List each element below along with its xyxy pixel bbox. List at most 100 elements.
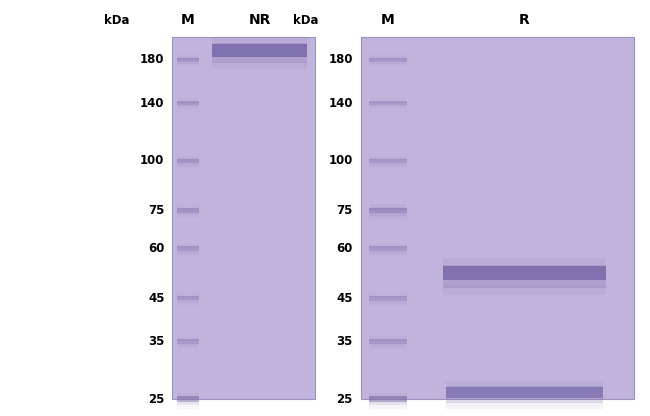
- Text: 180: 180: [140, 53, 164, 66]
- Bar: [369, 247, 407, 251]
- Bar: [177, 251, 199, 254]
- Text: 180: 180: [328, 53, 353, 66]
- Bar: [369, 243, 407, 246]
- Bar: [177, 296, 199, 298]
- Text: 75: 75: [148, 204, 164, 217]
- Bar: [212, 55, 307, 63]
- Bar: [177, 243, 199, 246]
- Bar: [369, 396, 407, 402]
- Bar: [177, 64, 199, 67]
- Bar: [177, 166, 199, 168]
- Bar: [369, 204, 407, 207]
- Bar: [177, 205, 199, 208]
- Bar: [177, 208, 199, 213]
- Text: 75: 75: [337, 204, 353, 217]
- Bar: [446, 397, 603, 404]
- Bar: [369, 158, 407, 163]
- Bar: [369, 58, 407, 62]
- Bar: [177, 158, 199, 163]
- Text: 60: 60: [337, 242, 353, 255]
- Bar: [369, 207, 407, 210]
- Bar: [369, 216, 407, 219]
- Bar: [369, 406, 407, 409]
- Bar: [369, 344, 407, 346]
- Bar: [177, 101, 199, 105]
- Bar: [369, 254, 407, 256]
- Bar: [369, 101, 407, 103]
- Bar: [177, 55, 199, 57]
- Bar: [177, 163, 199, 166]
- Bar: [369, 107, 407, 110]
- Bar: [369, 62, 407, 64]
- Bar: [212, 43, 307, 50]
- Bar: [369, 57, 407, 59]
- Bar: [369, 246, 407, 248]
- Bar: [212, 37, 307, 44]
- Bar: [361, 37, 634, 399]
- Bar: [177, 247, 199, 251]
- Bar: [177, 293, 199, 296]
- Bar: [446, 402, 603, 409]
- Text: 45: 45: [337, 292, 353, 305]
- Bar: [369, 101, 407, 105]
- Bar: [177, 57, 199, 59]
- Bar: [443, 266, 606, 280]
- Bar: [177, 339, 199, 341]
- Bar: [177, 402, 199, 406]
- Bar: [177, 296, 199, 300]
- Text: 25: 25: [148, 393, 164, 406]
- Text: 35: 35: [337, 335, 353, 348]
- Bar: [212, 62, 307, 69]
- Text: kDa: kDa: [104, 14, 130, 27]
- Bar: [177, 300, 199, 302]
- Text: 140: 140: [328, 97, 353, 109]
- Bar: [369, 64, 407, 67]
- Bar: [446, 386, 603, 393]
- Bar: [369, 213, 407, 216]
- Bar: [177, 58, 199, 62]
- Bar: [177, 101, 199, 103]
- Bar: [177, 393, 199, 396]
- Bar: [369, 296, 407, 300]
- Bar: [177, 396, 199, 399]
- Bar: [369, 208, 407, 213]
- Bar: [369, 156, 407, 158]
- Bar: [369, 402, 407, 406]
- Bar: [369, 300, 407, 303]
- Bar: [177, 302, 199, 305]
- Text: kDa: kDa: [292, 14, 318, 27]
- Bar: [177, 156, 199, 158]
- Bar: [212, 44, 307, 57]
- Bar: [177, 346, 199, 348]
- Bar: [369, 251, 407, 254]
- Bar: [446, 381, 603, 387]
- Bar: [177, 344, 199, 346]
- Bar: [443, 258, 606, 266]
- Bar: [369, 393, 407, 396]
- Bar: [443, 265, 606, 273]
- Text: 60: 60: [148, 242, 164, 255]
- Text: NR: NR: [248, 13, 270, 27]
- Bar: [369, 346, 407, 349]
- Bar: [177, 62, 199, 64]
- Bar: [369, 163, 407, 166]
- Bar: [177, 215, 199, 218]
- Bar: [369, 166, 407, 168]
- Text: 25: 25: [337, 393, 353, 406]
- Bar: [369, 158, 407, 161]
- Text: M: M: [381, 13, 395, 27]
- Bar: [369, 295, 407, 298]
- Bar: [177, 246, 199, 248]
- Bar: [172, 37, 315, 399]
- Bar: [443, 286, 606, 295]
- Text: 100: 100: [140, 154, 164, 167]
- Bar: [369, 293, 407, 295]
- Bar: [177, 98, 199, 101]
- Bar: [177, 254, 199, 256]
- Text: M: M: [181, 13, 195, 27]
- Bar: [177, 213, 199, 215]
- Text: 140: 140: [140, 97, 164, 109]
- Bar: [177, 396, 199, 402]
- Bar: [177, 158, 199, 161]
- Bar: [446, 387, 603, 398]
